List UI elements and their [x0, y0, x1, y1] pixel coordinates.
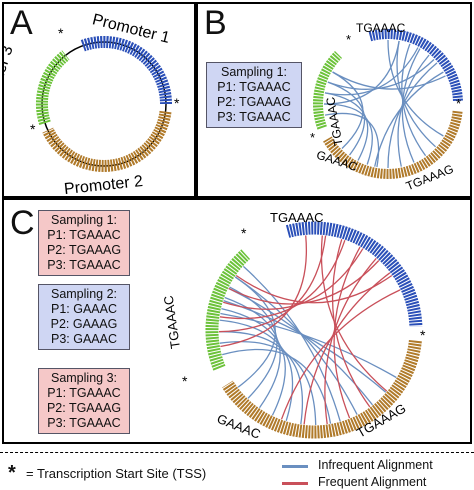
- sampling-line: P1: TGAAAC: [47, 386, 121, 400]
- tss-star-p3: *: [182, 373, 188, 389]
- sampling-3-box: Sampling 3: P1: TGAAAC P2: TGAAAG P3: TG…: [38, 368, 130, 434]
- panel-c-circle-diagram: TGAAAC TGAAAC GAAAC TGAAAG * * *: [161, 210, 426, 442]
- alignment-link: [324, 47, 419, 96]
- frequent-legend-swatch: [282, 482, 308, 485]
- sampling-title: Sampling 1:: [220, 65, 287, 79]
- sampling-line: P3: TGAAAC: [217, 110, 291, 124]
- promoter-3-arc: [313, 50, 343, 130]
- panel-b-circle-diagram: TGAAAC TGAAAC GAAAC TGAAAG * * *: [310, 21, 463, 194]
- alignment-link: [221, 307, 286, 416]
- tss-legend-text: = Transcription Start Site (TSS): [26, 466, 207, 481]
- tss-star-p1: *: [346, 32, 351, 47]
- sampling-title: Sampling 3:: [50, 371, 117, 385]
- alignment-link: [280, 289, 401, 420]
- panel-b-sampling-box: Sampling 1: P1: TGAAAC P2: TGAAAG P3: TG…: [206, 62, 302, 128]
- promoter-2-arc: [323, 110, 463, 179]
- motif-p3-label: TGAAAC: [323, 96, 345, 147]
- promoter-1-arc: [368, 29, 463, 102]
- sampling-2-box: Sampling 2: P1: GAAAC P2: GAAAG P3: GAAA…: [38, 284, 130, 350]
- panel-b-label: B: [204, 4, 227, 42]
- motif-p3-label: TGAAAC: [161, 295, 183, 350]
- sampling-line: P3: GAAAC: [51, 332, 117, 346]
- tss-star-p2: *: [420, 327, 426, 343]
- promoter-2-label: Promoter 2: [63, 173, 144, 196]
- tss-star-p1: *: [58, 25, 64, 41]
- alignment-link: [228, 260, 380, 305]
- tss-star-p3: *: [310, 130, 315, 145]
- panel-a-circle-diagram: Promoter 1 Promoter 2 Promoter 3 * * *: [4, 11, 180, 196]
- sampling-title: Sampling 1:: [50, 213, 117, 227]
- motif-p2b-label: TGAAAG: [404, 162, 456, 194]
- alignment-link: [332, 71, 364, 149]
- alignment-link: [224, 296, 281, 409]
- tss-star-symbol: *: [8, 462, 16, 484]
- alignment-link: [223, 299, 387, 393]
- tss-star-p2: *: [174, 95, 180, 111]
- alignment-link: [333, 246, 361, 419]
- motif-p1-label: TGAAAC: [356, 21, 406, 35]
- infrequent-legend-label: Infrequent Alignment: [318, 458, 433, 472]
- panel-c-alignment-links: [218, 235, 401, 426]
- sampling-1-box: Sampling 1: P1: TGAAAC P2: TGAAAG P3: TG…: [38, 210, 130, 276]
- alignment-link: [396, 40, 437, 148]
- promoter-3-arc: [205, 249, 251, 371]
- alignment-link: [332, 71, 446, 90]
- promoter-2-arc: [42, 110, 172, 172]
- tss-star-p1: *: [241, 225, 247, 241]
- alignment-link: [228, 287, 374, 406]
- promoter-2-arc: [221, 340, 422, 439]
- tss-star-p3: *: [30, 121, 36, 137]
- sampling-line: P3: TGAAAC: [47, 416, 121, 430]
- alignment-link: [234, 276, 276, 388]
- sampling-line: P2: TGAAAG: [46, 243, 122, 257]
- sampling-line: P3: TGAAAC: [47, 258, 121, 272]
- alignment-link: [327, 59, 435, 90]
- motif-p1-label: TGAAAC: [270, 210, 323, 225]
- sampling-line: P2: TGAAAG: [46, 401, 122, 415]
- panel-c: C Sampling 1: P1: TGAAAC P2: TGAAAG P3: …: [2, 198, 472, 444]
- sampling-line: P2: GAAAG: [50, 317, 118, 331]
- sampling-line: P2: TGAAAG: [216, 95, 292, 109]
- panel-a-label: A: [10, 4, 33, 42]
- alignment-link: [218, 331, 303, 425]
- footer-legend: * = Transcription Start Site (TSS) Infre…: [0, 446, 474, 490]
- alignment-link: [242, 265, 341, 422]
- panel-a: A Promoter 1 Promoter 2 Promoter 3 * * *: [2, 2, 196, 198]
- promoter-1-arc: [80, 36, 172, 105]
- alignment-link: [219, 319, 294, 421]
- alignment-link: [234, 276, 358, 415]
- sampling-line: P1: TGAAAC: [47, 228, 121, 242]
- tss-star-p2: *: [456, 96, 461, 111]
- panel-b-alignment-links: [323, 39, 446, 169]
- panel-c-label: C: [10, 204, 35, 242]
- sampling-line: P1: TGAAAC: [217, 80, 291, 94]
- promoter-3-arc: [35, 50, 70, 126]
- frequent-legend-label: Frequent Alignment: [318, 475, 427, 489]
- sampling-title: Sampling 2:: [50, 287, 117, 301]
- sampling-line: P1: GAAAC: [51, 302, 117, 316]
- panel-b: B Sampling 1: P1: TGAAAC P2: TGAAAG P3: …: [196, 2, 472, 198]
- footer-divider: [0, 452, 474, 453]
- promoter-3-label: Promoter 3: [4, 44, 17, 125]
- promoter-1-arc: [285, 221, 423, 327]
- infrequent-legend-swatch: [282, 465, 308, 468]
